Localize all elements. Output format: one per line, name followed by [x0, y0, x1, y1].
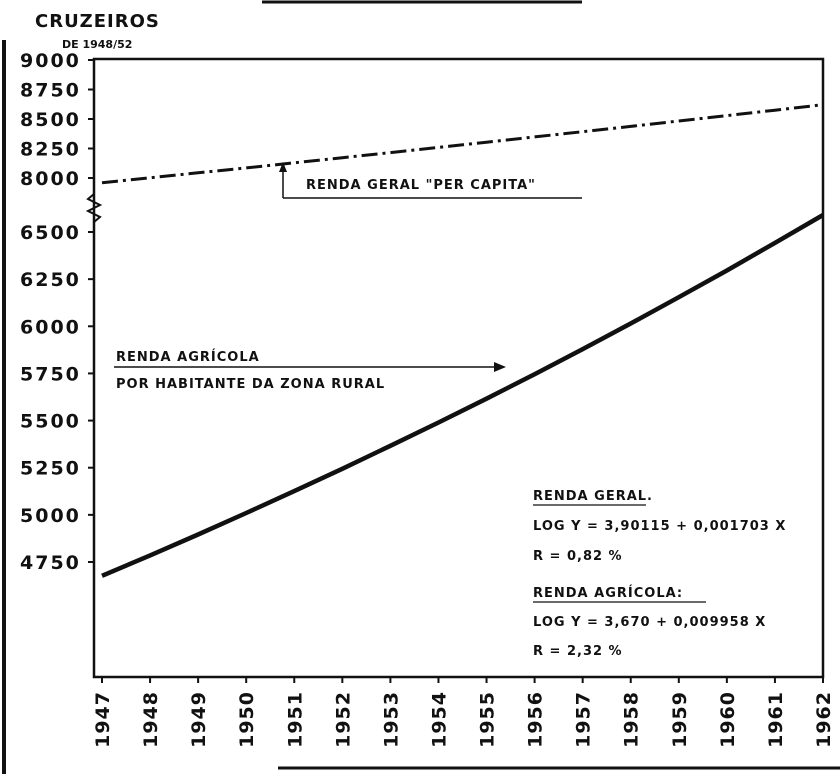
x-tick-label: 1962 — [813, 691, 835, 748]
annotation-agricola: RENDA AGRÍCOLA POR HABITANTE DA ZONA RUR… — [114, 349, 506, 392]
x-tick-label: 1952 — [332, 691, 354, 748]
x-tick-label: 1955 — [477, 691, 499, 748]
x-tick-label: 1951 — [284, 691, 306, 748]
x-tick-label: 1958 — [621, 691, 643, 748]
axis-break — [85, 193, 103, 223]
y-tick-label: 8750 — [20, 80, 81, 102]
x-tick-label: 1956 — [525, 691, 547, 748]
y-tick-label: 5000 — [20, 505, 81, 527]
eq-agricola-title: RENDA AGRÍCOLA: — [533, 585, 683, 601]
y-unit-sublabel: DE 1948/52 — [62, 38, 132, 51]
x-tick-label: 1954 — [428, 691, 450, 748]
y-tick-label: 5750 — [20, 363, 81, 385]
plot-frame — [92, 57, 825, 679]
y-tick-label: 8000 — [20, 168, 81, 190]
y-tick-label: 5500 — [20, 411, 81, 433]
y-tick-label: 4750 — [20, 552, 81, 574]
y-tick-label: 9000 — [20, 50, 81, 72]
x-tick-label: 1950 — [236, 691, 258, 748]
x-tick-label: 1947 — [92, 691, 114, 748]
eq-geral-formula: LOG Y = 3,90115 + 0,001703 X — [533, 519, 786, 534]
label-agricola-line1: RENDA AGRÍCOLA — [116, 349, 260, 365]
y-tick-label: 6000 — [20, 316, 81, 338]
x-tick-label: 1953 — [380, 691, 402, 748]
eq-geral-title: RENDA GERAL. — [533, 489, 653, 504]
series-line-renda-geral — [101, 103, 824, 185]
equations: RENDA GERAL. LOG Y = 3,90115 + 0,001703 … — [533, 489, 786, 659]
label-geral: RENDA GERAL "PER CAPITA" — [306, 178, 536, 193]
y-tick-label: 6250 — [20, 269, 81, 291]
y-tick-label: 6500 — [20, 222, 81, 244]
y-unit-label: CRUZEIROS — [35, 11, 160, 32]
x-ticks: 1947 1948 1949 1950 1951 1952 1953 1954 1955 1956… — [92, 677, 835, 748]
y-tick-label: 8250 — [20, 139, 81, 161]
x-tick-label: 1949 — [188, 691, 210, 748]
eq-agricola-r: R = 2,32 % — [533, 644, 623, 659]
arrow-agricola-head — [494, 362, 506, 372]
x-tick-label: 1959 — [669, 691, 691, 748]
label-agricola-line2: POR HABITANTE DA ZONA RURAL — [116, 377, 385, 392]
y-ticks: 9000 8750 8500 8250 8000 6500 6250 6000 5750 5500… — [20, 50, 94, 574]
x-tick-label: 1957 — [573, 691, 595, 748]
x-tick-label: 1960 — [717, 691, 739, 748]
y-tick-label: 5250 — [20, 458, 81, 480]
arrow-geral-head — [279, 162, 287, 172]
eq-agricola-formula: LOG Y = 3,670 + 0,009958 X — [533, 615, 766, 630]
eq-geral-r: R = 0,82 % — [533, 549, 623, 564]
x-tick-label: 1948 — [140, 691, 162, 748]
series-line-renda-agricola — [101, 213, 825, 578]
annotation-geral: RENDA GERAL "PER CAPITA" — [279, 162, 582, 199]
y-tick-label: 8500 — [20, 109, 81, 131]
x-tick-label: 1961 — [765, 691, 787, 748]
series-layer — [101, 103, 825, 578]
